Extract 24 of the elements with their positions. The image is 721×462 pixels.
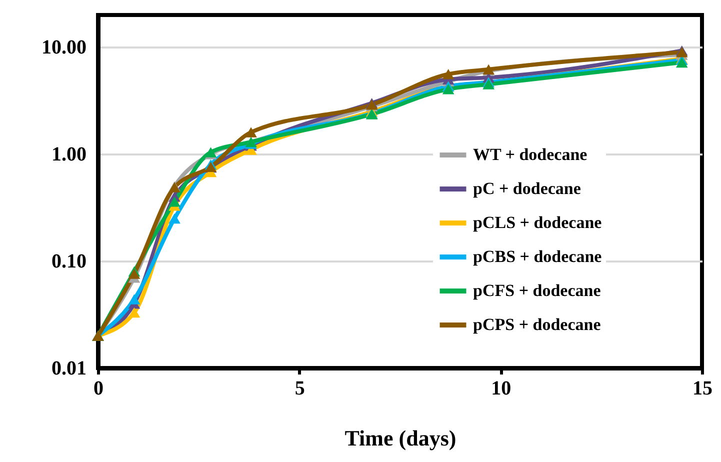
point	[128, 294, 140, 304]
point	[128, 268, 140, 279]
y-tick-label: 1.00	[52, 144, 86, 166]
point	[245, 127, 257, 138]
point	[442, 84, 454, 94]
x-tick-label: 15	[692, 378, 712, 400]
x-tick-label: 5	[294, 378, 305, 400]
legend-label: WT + dodecane	[473, 145, 588, 164]
legend-label: pCPS + dodecane	[473, 315, 602, 334]
point	[168, 213, 180, 224]
legend-label: pC + dodecane	[473, 179, 582, 198]
point	[676, 57, 688, 68]
y-tick-label: 0.10	[52, 250, 86, 273]
point	[128, 307, 140, 318]
legend-label: pCFS + dodecane	[473, 281, 602, 300]
legend-label: pCBS + dodecane	[473, 247, 602, 266]
x-tick-label: 10	[491, 378, 512, 400]
y-tick-label: 10.00	[42, 36, 86, 59]
point	[168, 196, 180, 207]
x-tick-label: 0	[94, 378, 104, 400]
point	[442, 68, 454, 80]
y-tick-label: 0.01	[52, 358, 86, 380]
legend-label: pCLS + dodecane	[473, 213, 602, 232]
x-axis-title: Time (days)	[344, 426, 456, 450]
